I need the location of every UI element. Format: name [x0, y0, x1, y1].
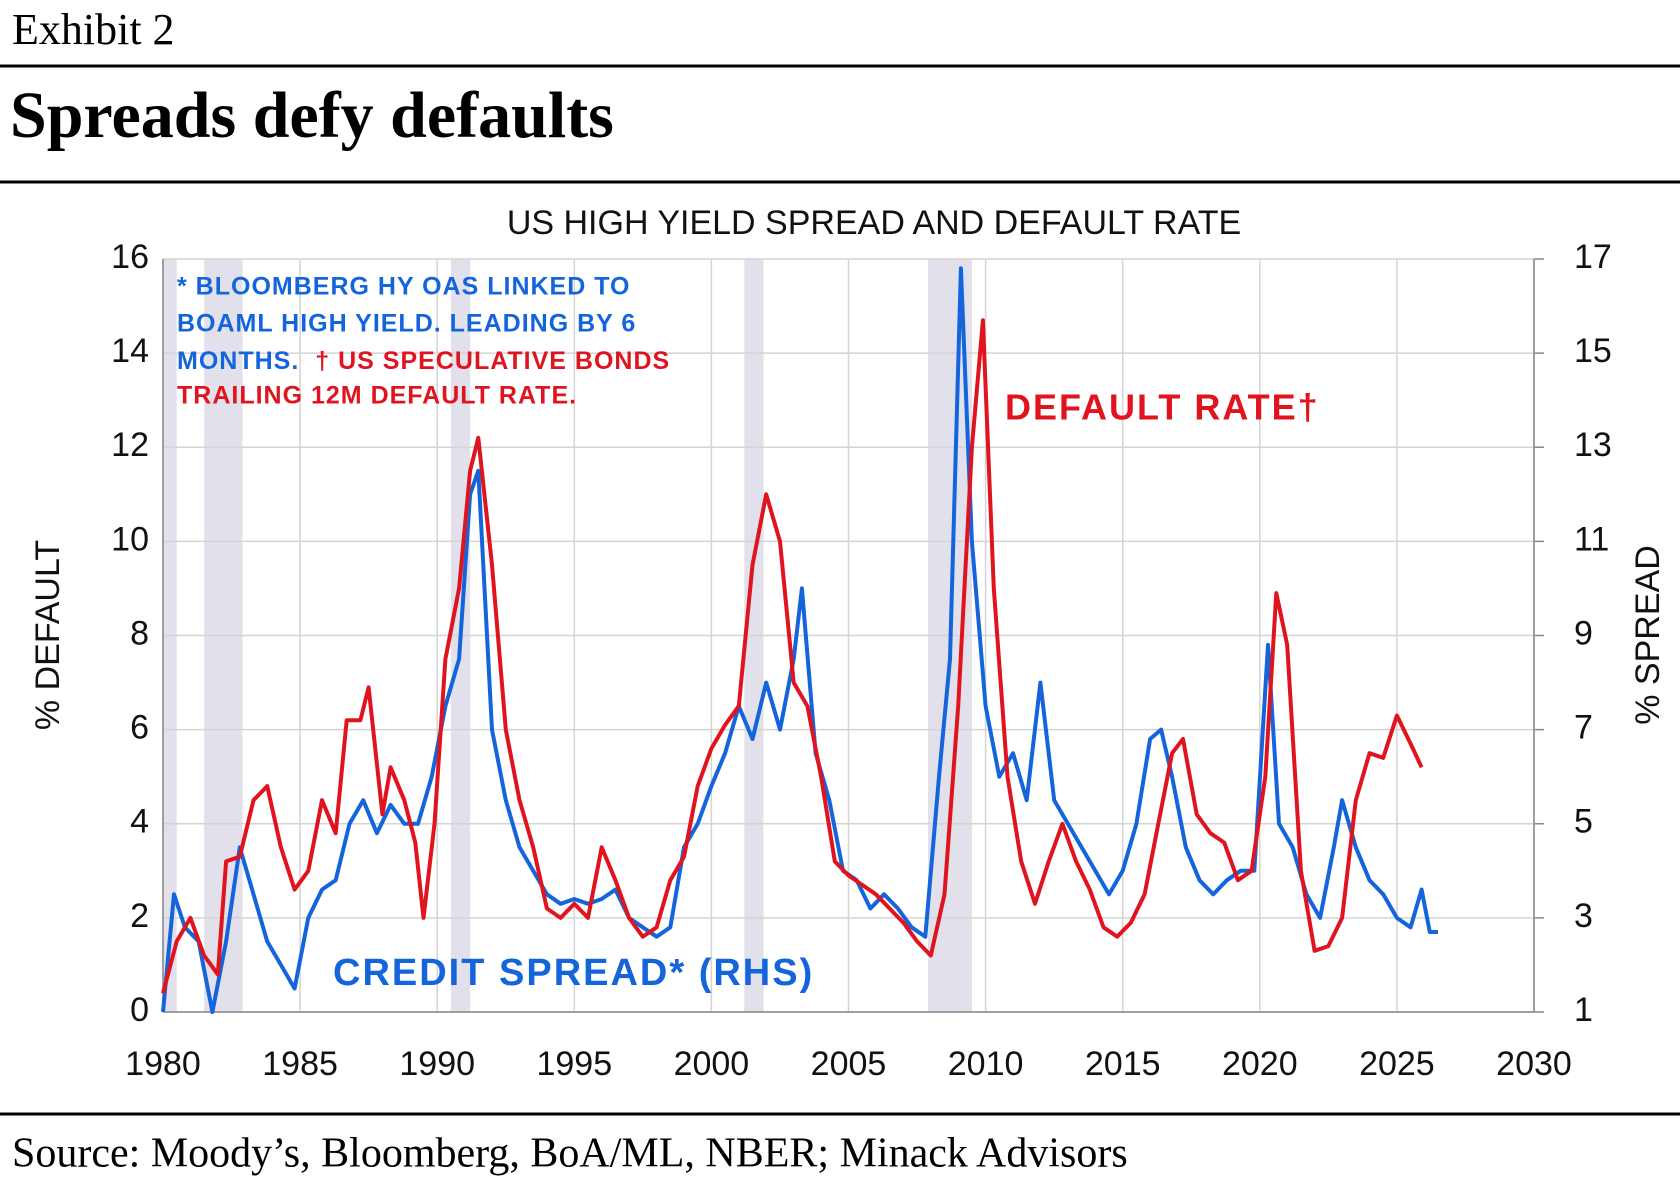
y-tick-label: 4 — [130, 803, 149, 841]
y2-tick-label: 9 — [1574, 614, 1593, 652]
y2-tick-label: 3 — [1574, 897, 1593, 935]
x-tick-label: 1985 — [262, 1045, 338, 1083]
note: * BLOOMBERG HY OAS LINKED TO — [177, 273, 631, 301]
y-tick-label: 14 — [111, 332, 149, 370]
x-tick-label: 2030 — [1496, 1045, 1572, 1083]
series-line — [161, 318, 1424, 994]
note: MONTHS. — [177, 347, 299, 375]
y2-tick-label: 1 — [1574, 991, 1593, 1029]
exhibit-label: Exhibit 2 — [12, 5, 175, 54]
note: † US SPECULATIVE BONDS — [315, 347, 670, 375]
note: BOAML HIGH YIELD. LEADING BY 6 — [177, 310, 636, 338]
y-tick-label: 16 — [111, 238, 149, 276]
x-tick-label: 2010 — [948, 1045, 1024, 1083]
x-tick-label: 2000 — [674, 1045, 750, 1083]
source: Source: Moody’s, Bloomberg, BoA/ML, NBER… — [12, 1131, 1128, 1177]
x-tick-label: 2005 — [811, 1045, 887, 1083]
chart-title: US HIGH YIELD SPREAD AND DEFAULT RATE — [507, 204, 1241, 242]
x-tick-label: 2020 — [1222, 1045, 1298, 1083]
y2-tick-label: 13 — [1574, 426, 1612, 464]
series-line — [161, 266, 1438, 1014]
y-tick-label: 6 — [130, 709, 149, 747]
x-tick-label: 1995 — [536, 1045, 612, 1083]
x-tick-label: 2025 — [1359, 1045, 1435, 1083]
y2-tick-label: 17 — [1574, 238, 1612, 276]
page-title: Spreads defy defaults — [10, 79, 614, 152]
y-tick-label: 10 — [111, 520, 149, 558]
y-tick-label: 8 — [130, 614, 149, 652]
x-tick-label: 2015 — [1085, 1045, 1161, 1083]
y-tick-label: 2 — [130, 897, 149, 935]
series-label: DEFAULT RATE† — [1005, 387, 1320, 428]
y2-tick-label: 11 — [1574, 520, 1609, 558]
y2-tick-label: 5 — [1574, 803, 1593, 841]
y-axis-label: % DEFAULT — [29, 540, 67, 730]
series-label: CREDIT SPREAD* (RHS) — [333, 952, 814, 994]
y-tick-label: 0 — [130, 991, 149, 1029]
y-tick-label: 12 — [111, 426, 149, 464]
x-tick-label: 1990 — [399, 1045, 475, 1083]
y2-axis-label: % SPREAD — [1629, 545, 1667, 725]
y2-tick-label: 7 — [1574, 709, 1593, 747]
note: TRAILING 12M DEFAULT RATE. — [177, 382, 577, 410]
y2-tick-label: 15 — [1574, 332, 1612, 370]
x-tick-label: 1980 — [125, 1045, 201, 1083]
note: MONTHS. † US SPECULATIVE BONDS — [177, 347, 670, 375]
